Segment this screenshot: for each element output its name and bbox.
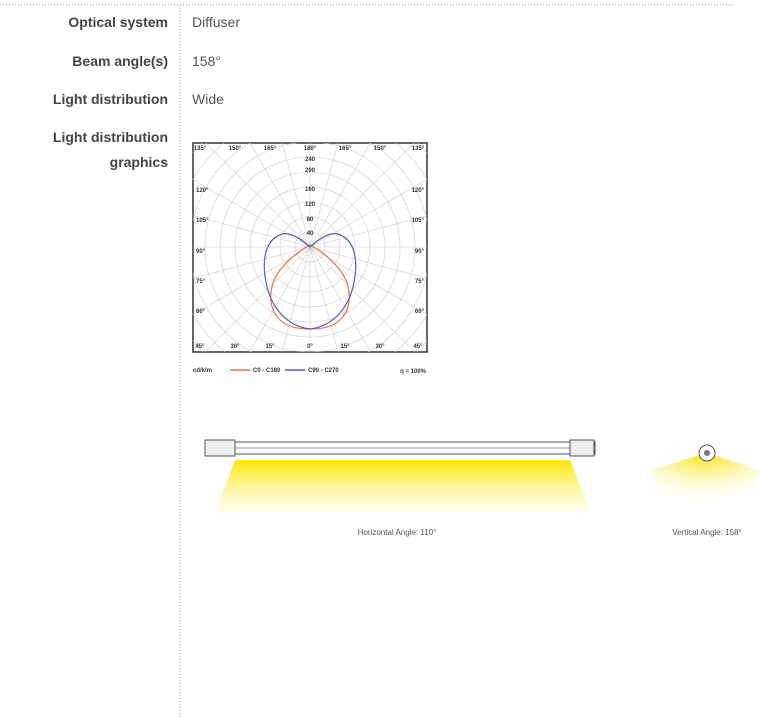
efficiency-label: η = 100% bbox=[400, 369, 427, 375]
angle-label: 120° bbox=[412, 188, 425, 194]
radial-label: 240 bbox=[305, 157, 316, 163]
angle-label: 90° bbox=[196, 249, 206, 255]
radial-label: 160 bbox=[305, 187, 316, 193]
angle-label: 15° bbox=[340, 344, 350, 350]
legend-entry: C90 - C270 bbox=[308, 368, 339, 374]
angle-label: 165° bbox=[264, 146, 277, 152]
radial-label: 80 bbox=[307, 217, 314, 223]
angle-label: 15° bbox=[265, 344, 275, 350]
illustration-caption: Vertical Angle: 158° bbox=[672, 528, 741, 537]
row-value: Diffuser bbox=[192, 14, 240, 30]
angle-label: 165° bbox=[339, 146, 352, 152]
angle-label: 105° bbox=[412, 218, 425, 224]
radial-label: 200 bbox=[305, 168, 316, 174]
angle-label: 60° bbox=[196, 309, 206, 315]
radial-label: 120 bbox=[305, 202, 316, 208]
angle-label: 0° bbox=[307, 344, 313, 350]
illustration-caption: Horizontal Angle: 110° bbox=[358, 528, 437, 537]
row-label: Optical system bbox=[68, 14, 168, 30]
angle-label: 150° bbox=[374, 146, 387, 152]
angle-label: 75° bbox=[196, 279, 206, 285]
angle-label: 30° bbox=[230, 344, 240, 350]
radial-label: 40 bbox=[307, 231, 314, 237]
row-label: Beam angle(s) bbox=[72, 53, 168, 69]
row-label: Light distribution bbox=[53, 91, 168, 107]
vertical-illustration bbox=[650, 444, 760, 512]
angle-label: 135° bbox=[194, 146, 207, 152]
angle-label: 45° bbox=[413, 344, 423, 350]
angle-label: 120° bbox=[196, 188, 209, 194]
unit-label: cd/klm bbox=[193, 368, 212, 374]
row-label: Light distribution graphics bbox=[53, 129, 168, 170]
angle-label: 180° bbox=[304, 146, 317, 152]
polar-diagram bbox=[192, 142, 428, 371]
row-value: 158° bbox=[192, 53, 221, 69]
angle-label: 105° bbox=[196, 218, 209, 224]
angle-label: 90° bbox=[415, 249, 425, 255]
angle-label: 60° bbox=[415, 309, 425, 315]
angle-label: 150° bbox=[229, 146, 242, 152]
legend-entry: C0 - C180 bbox=[253, 368, 281, 374]
angle-label: 75° bbox=[415, 279, 425, 285]
row-value: Wide bbox=[192, 91, 224, 107]
angle-label: 135° bbox=[412, 146, 425, 152]
angle-label: 30° bbox=[375, 344, 385, 350]
angle-label: 45° bbox=[195, 344, 205, 350]
horizontal-illustration bbox=[204, 439, 596, 512]
